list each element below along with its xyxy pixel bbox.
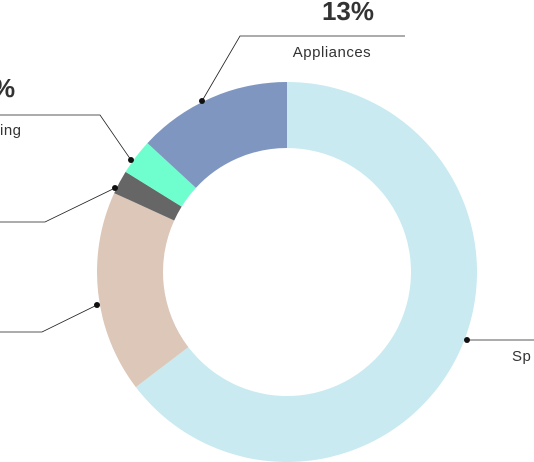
slice-label: Sp — [512, 348, 531, 365]
donut-slice — [125, 143, 196, 207]
leader-line — [201, 35, 405, 102]
leader-dot — [199, 98, 205, 104]
leader-dot — [94, 302, 100, 308]
leader-line — [0, 114, 132, 161]
donut-slice — [147, 82, 287, 188]
leader-line — [0, 187, 116, 223]
donut-slice — [97, 193, 189, 388]
leader-dot — [112, 185, 118, 191]
value-label: 13% — [322, 0, 374, 26]
value-label: % — [0, 73, 15, 103]
leader-dot — [128, 157, 134, 163]
donut-slice — [135, 82, 477, 462]
leader-line — [0, 304, 98, 333]
leader-dot — [464, 337, 470, 343]
slice-label: ing — [0, 122, 22, 139]
slice-label: Appliances — [293, 44, 371, 61]
donut-slice — [114, 171, 182, 221]
